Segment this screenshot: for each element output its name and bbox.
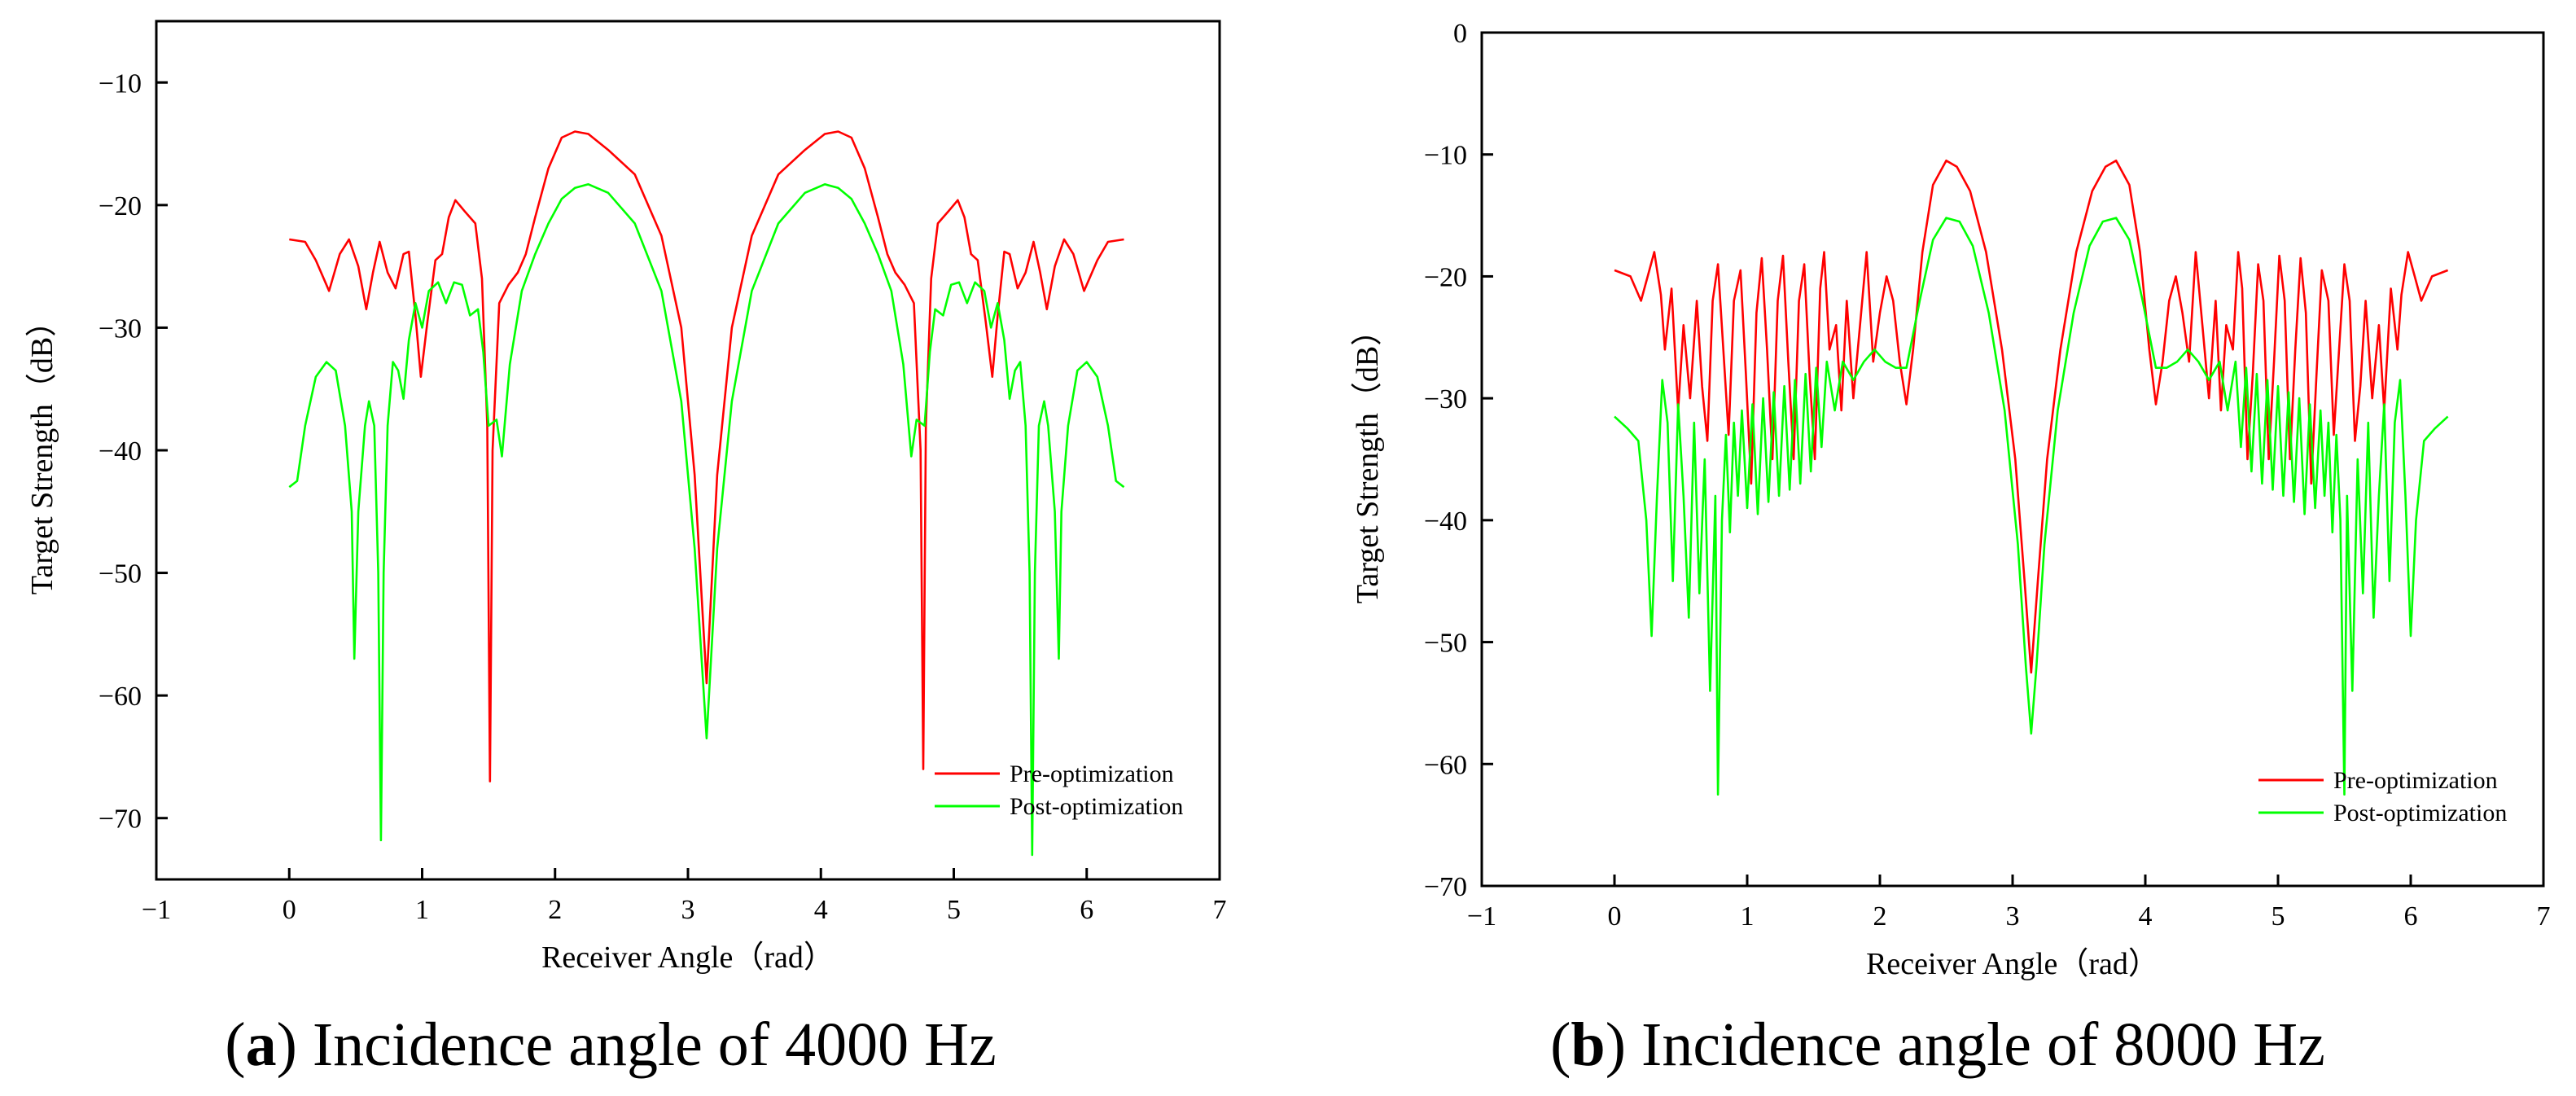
series-line-pre-optimization	[1614, 159, 2449, 674]
caption-b-letter: b	[1571, 1011, 1605, 1079]
y-tick-label: −70	[1424, 872, 1467, 902]
x-tick-label: 7	[1213, 895, 1227, 925]
x-tick-label: 6	[1080, 895, 1093, 925]
y-tick-label: −10	[99, 68, 142, 99]
caption-b-text: Incidence angle of 8000 Hz	[1641, 1011, 2325, 1079]
y-tick-label: −50	[1424, 629, 1467, 659]
x-tick-label: 5	[2272, 901, 2285, 932]
chart-panel-b: −1 0 1 2 3 4 5 6 70−10−20−30−40−50−60−70Receiver…	[1351, 19, 2551, 981]
caption-a: (a) Incidence angle of 4000 Hz	[225, 1011, 996, 1079]
x-tick-label: 2	[548, 895, 562, 925]
y-tick-label: −60	[99, 682, 142, 712]
x-tick-label: 1	[415, 895, 429, 925]
y-axis-title: Target Strength（dB）	[25, 306, 59, 594]
y-tick-label: −30	[1424, 384, 1467, 414]
y-tick-label: −50	[99, 559, 142, 590]
x-tick-label: −1	[142, 895, 171, 925]
y-tick-label: −60	[1424, 750, 1467, 780]
y-tick-label: −20	[99, 191, 142, 221]
y-tick-label: 0	[1453, 19, 1467, 49]
y-axis-title: Target Strength（dB）	[1351, 315, 1385, 603]
y-tick-label: −70	[99, 804, 142, 835]
x-tick-label: 6	[2404, 901, 2418, 932]
y-tick-label: −40	[1424, 506, 1467, 537]
series-line-pre-optimization	[289, 130, 1124, 783]
caption-a-letter: a	[246, 1011, 277, 1079]
legend-label: Pre-optimization	[2333, 767, 2498, 794]
x-tick-label: 7	[2537, 901, 2551, 932]
caption-a-text: Incidence angle of 4000 Hz	[313, 1011, 997, 1079]
x-tick-label: 4	[2139, 901, 2153, 932]
x-tick-label: 2	[1873, 901, 1887, 932]
caption-b: (b) Incidence angle of 8000 Hz	[1550, 1011, 2325, 1079]
x-axis-title: Receiver Angle（rad）	[541, 940, 835, 975]
x-tick-label: 3	[681, 895, 695, 925]
y-tick-label: −10	[1424, 141, 1467, 171]
chart-panel-a: −1 0 1 2 3 4 5 6 7−10−20−30−40−50−60−70Receiver …	[25, 20, 1227, 975]
x-tick-label: 4	[814, 895, 828, 925]
x-axis-title: Receiver Angle（rad）	[1866, 947, 2159, 981]
legend-label: Post-optimization	[2333, 800, 2507, 826]
x-tick-label: 5	[947, 895, 961, 925]
plot-frame	[155, 20, 1221, 881]
x-tick-label: 0	[1608, 901, 1622, 932]
y-tick-label: −40	[99, 436, 142, 467]
legend-label: Post-optimization	[1010, 793, 1183, 820]
y-tick-label: −20	[1424, 262, 1467, 292]
x-tick-label: 0	[283, 895, 296, 925]
x-tick-label: −1	[1467, 901, 1496, 932]
x-tick-label: 1	[1741, 901, 1755, 932]
series-line-post-optimization	[288, 183, 1125, 857]
series-line-post-optimization	[1614, 217, 2449, 796]
legend-label: Pre-optimization	[1010, 761, 1174, 787]
y-tick-label: −30	[99, 313, 142, 344]
x-tick-label: 3	[2006, 901, 2020, 932]
